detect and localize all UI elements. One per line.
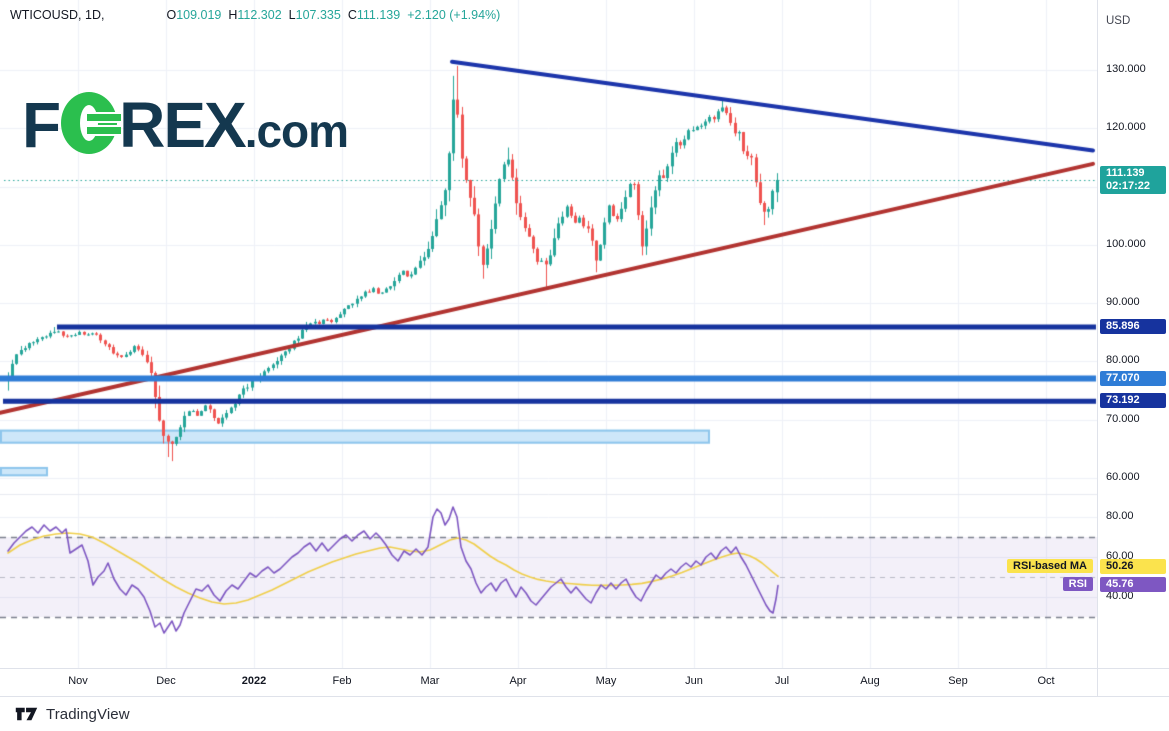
symbol-legend[interactable]: WTICOUSD, 1D, O109.019 H112.302 L107.335 C11… bbox=[10, 8, 500, 22]
time-axis[interactable]: Nov Dec 2022 Feb Mar Apr May Jun Jul Aug Sep Oct bbox=[0, 668, 1169, 697]
time-label-May: May bbox=[595, 675, 617, 687]
last-price-chip[interactable]: 111.139 02:17:22 bbox=[1100, 165, 1166, 194]
open-value: 109.019 bbox=[176, 8, 222, 22]
time-label-Sep: Sep bbox=[948, 675, 968, 687]
watermark-letter-f: F bbox=[22, 89, 61, 161]
time-label-Oct: Oct bbox=[1037, 675, 1055, 687]
rsi-value-chip: 45.76 bbox=[1100, 577, 1166, 593]
price-tick-90.000: 90.000 bbox=[1106, 296, 1140, 309]
price-tick-70.000: 70.000 bbox=[1106, 412, 1140, 425]
time-label-Jun: Jun bbox=[685, 675, 703, 687]
tradingview-logo[interactable]: TradingView bbox=[14, 705, 130, 723]
forex-currency-o-icon bbox=[61, 92, 122, 154]
rsi-ma-value-chip: 50.26 bbox=[1100, 559, 1166, 575]
low-value: 107.335 bbox=[295, 8, 341, 22]
price-axis[interactable]: USD 130.000 120.000 100.000 90.000 80.000 70.… bbox=[1097, 0, 1169, 695]
level-chip-73.192[interactable]: 73.192 bbox=[1100, 393, 1166, 409]
time-label-Feb: Feb bbox=[332, 675, 352, 687]
rsi-ma-label-chip[interactable]: RSI-based MA bbox=[1007, 559, 1093, 574]
change-value: +2.120 (+1.94%) bbox=[407, 8, 501, 22]
axis-separator bbox=[1097, 669, 1098, 696]
open-label: O bbox=[166, 8, 177, 22]
time-label-Mar: Mar bbox=[420, 675, 440, 687]
high-label: H bbox=[228, 8, 238, 22]
tradingview-icon bbox=[15, 707, 38, 721]
rsi-tick-60.00: 60.00 bbox=[1106, 550, 1134, 562]
price-tick-60.000: 60.000 bbox=[1106, 471, 1140, 484]
tradingview-label: TradingView bbox=[46, 705, 130, 723]
symbol-interval-label[interactable]: WTICOUSD, 1D, bbox=[10, 8, 105, 22]
rsi-tick-40.00: 40.00 bbox=[1106, 590, 1134, 602]
ohlc-values: O109.019 H112.302 L107.335 C111.139 +2.120 (… bbox=[166, 8, 500, 22]
time-label-Jul: Jul bbox=[774, 675, 790, 687]
time-label-2022: 2022 bbox=[241, 675, 267, 687]
time-label-Aug: Aug bbox=[860, 675, 880, 687]
rsi-label-chip[interactable]: RSI bbox=[1062, 577, 1093, 592]
level-chip-85.896[interactable]: 85.896 bbox=[1100, 319, 1166, 335]
watermark-dot-com: .com bbox=[244, 105, 349, 157]
rsi-tick-80.00: 80.00 bbox=[1106, 510, 1134, 522]
time-label-Dec: Dec bbox=[156, 675, 176, 687]
low-label: L bbox=[288, 8, 296, 22]
high-value: 112.302 bbox=[237, 8, 282, 22]
price-tick-100.000: 100.000 bbox=[1106, 237, 1146, 250]
watermark-letters-rex: REX bbox=[119, 89, 247, 161]
time-label-Apr: Apr bbox=[509, 675, 527, 687]
price-tick-80.000: 80.000 bbox=[1106, 354, 1140, 367]
price-tick-130.000: 130.000 bbox=[1106, 63, 1146, 75]
currency-label: USD bbox=[1106, 15, 1131, 27]
close-label: C bbox=[347, 8, 357, 22]
price-chart-canvas[interactable] bbox=[0, 0, 1097, 668]
level-chip-77.070[interactable]: 77.070 bbox=[1100, 370, 1166, 386]
price-tick-120.000: 120.000 bbox=[1106, 121, 1146, 134]
forex-com-watermark: F REX .com bbox=[22, 89, 349, 161]
close-value: 111.139 bbox=[356, 8, 401, 22]
time-label-Nov: Nov bbox=[68, 675, 88, 687]
